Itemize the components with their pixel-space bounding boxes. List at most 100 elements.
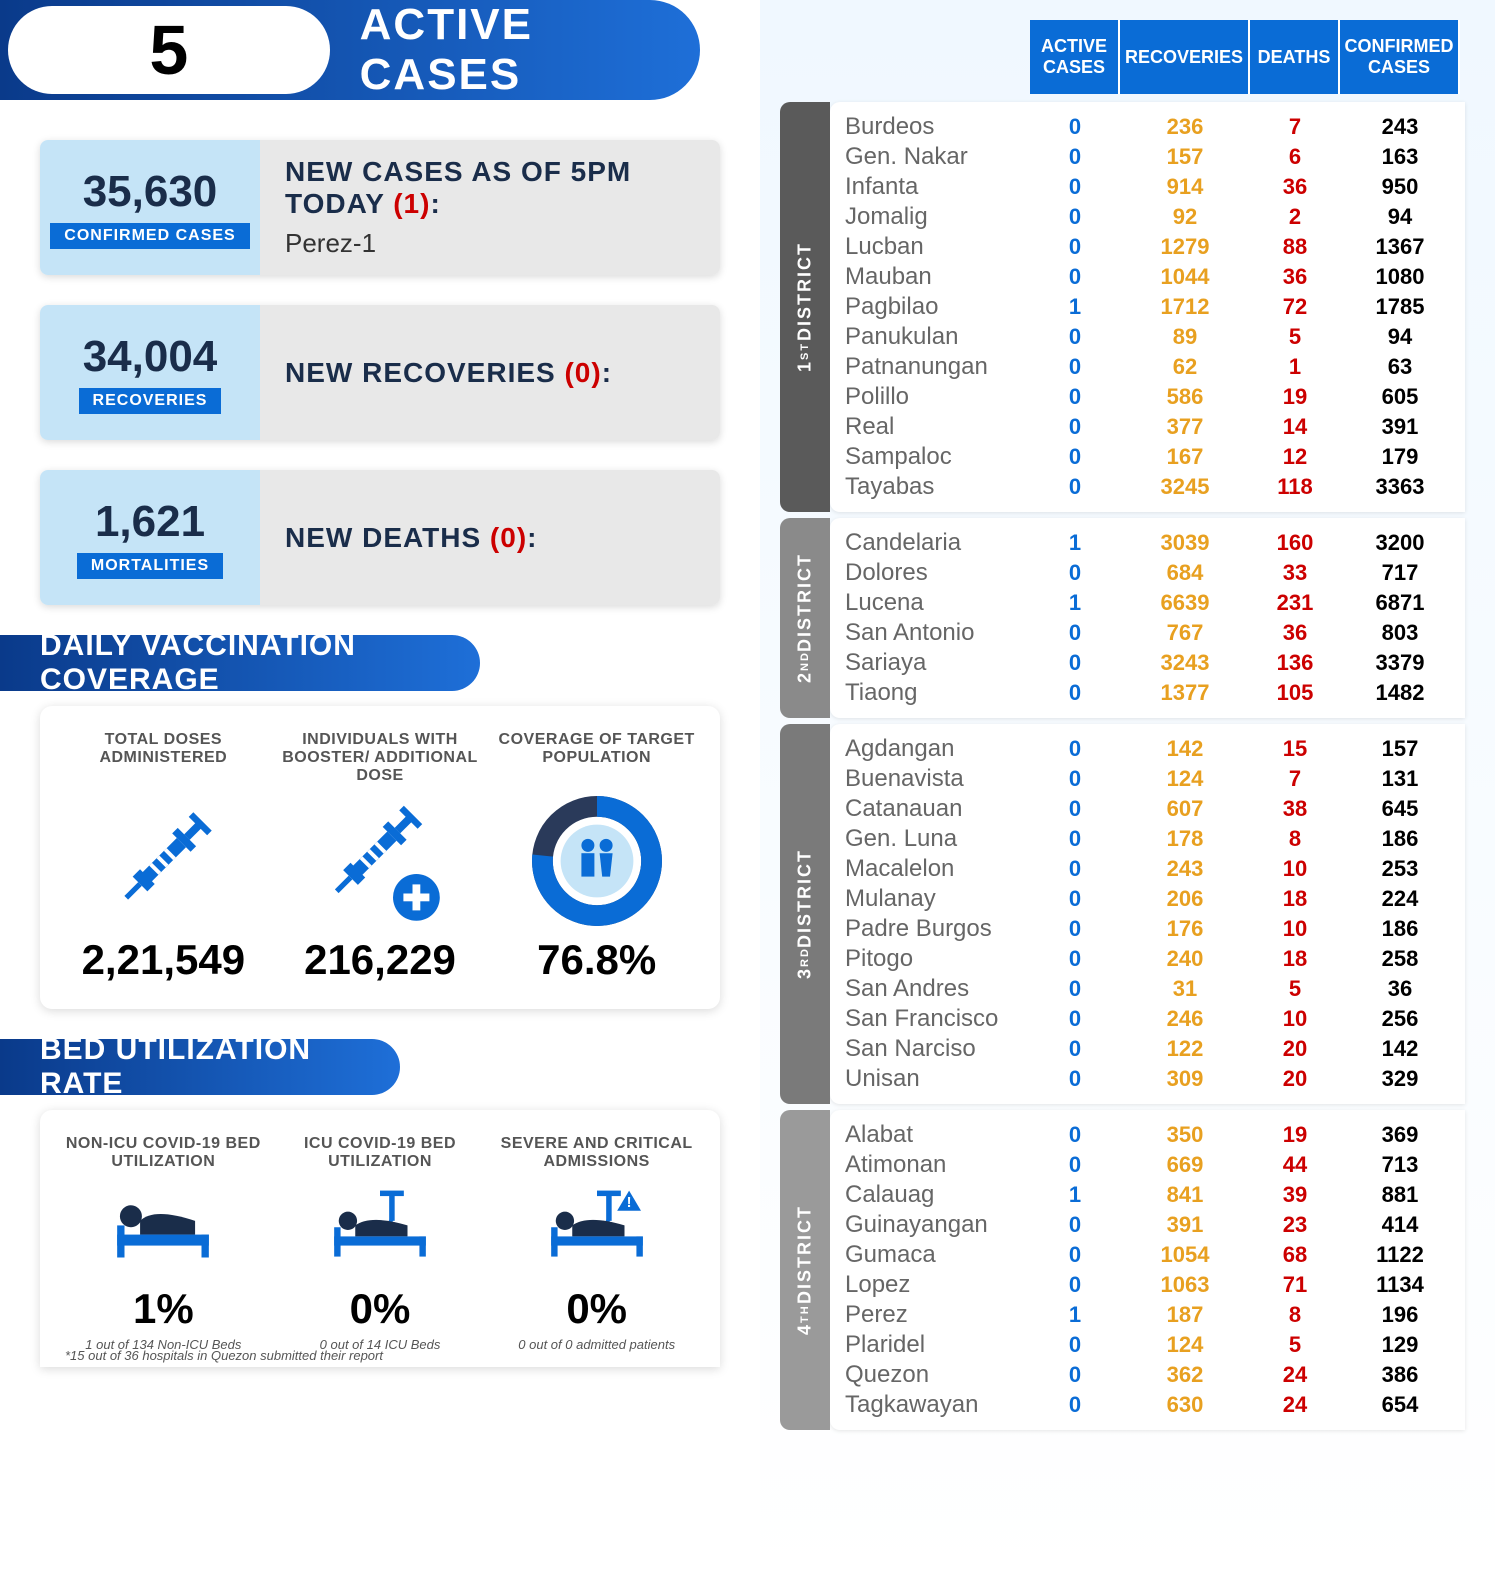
cell-deaths: 19 [1250,1122,1340,1148]
cell-recoveries: 586 [1120,384,1250,410]
cell-confirmed: 1080 [1340,264,1460,290]
cell-recoveries: 142 [1120,736,1250,762]
district-tab: 4TH DISTRICT [780,1110,830,1430]
cell-deaths: 1 [1250,354,1340,380]
cell-recoveries: 3245 [1120,474,1250,500]
cell-name: Mulanay [830,885,1030,913]
cell-confirmed: 224 [1340,886,1460,912]
cell-name: Gumaca [830,1241,1030,1269]
vax-booster: INDIVIDUALS WITH BOOSTER/ ADDITIONAL DOS… [282,731,479,984]
table-row: Gumaca 0 1054 68 1122 [830,1240,1465,1270]
cell-name: San Antonio [830,619,1030,647]
cell-name: Gen. Luna [830,825,1030,853]
cell-recoveries: 167 [1120,444,1250,470]
table-row: Sampaloc 0 167 12 179 [830,442,1465,472]
cell-active: 0 [1030,736,1120,762]
table-row: Dolores 0 684 33 717 [830,558,1465,588]
cell-confirmed: 6871 [1340,590,1460,616]
cell-name: Real [830,413,1030,441]
cell-recoveries: 1054 [1120,1242,1250,1268]
cell-confirmed: 1785 [1340,294,1460,320]
cell-recoveries: 684 [1120,560,1250,586]
cell-active: 0 [1030,1242,1120,1268]
table-row: Gen. Nakar 0 157 6 163 [830,142,1465,172]
vax-section-pill: DAILY VACCINATION COVERAGE [0,635,480,691]
stat-label: CONFIRMED CASES [50,223,249,249]
cell-deaths: 44 [1250,1152,1340,1178]
cell-confirmed: 179 [1340,444,1460,470]
cell-recoveries: 178 [1120,826,1250,852]
cell-name: Mauban [830,263,1030,291]
cell-name: Lucban [830,233,1030,261]
cell-recoveries: 1377 [1120,680,1250,706]
cell-recoveries: 89 [1120,324,1250,350]
district-tab: 1ST DISTRICT [780,102,830,512]
cell-deaths: 160 [1250,530,1340,556]
cell-deaths: 24 [1250,1392,1340,1418]
cell-confirmed: 63 [1340,354,1460,380]
cell-deaths: 20 [1250,1066,1340,1092]
cell-name: Infanta [830,173,1030,201]
cell-active: 0 [1030,1066,1120,1092]
cell-deaths: 38 [1250,796,1340,822]
table-row: San Andres 0 31 5 36 [830,974,1465,1004]
cell-recoveries: 124 [1120,766,1250,792]
table-row: Polillo 0 586 19 605 [830,382,1465,412]
table-row: Sariaya 0 3243 136 3379 [830,648,1465,678]
cell-name: Pitogo [830,945,1030,973]
th-confirmed: CONFIRMED CASES [1340,20,1460,94]
bed-critical-sub: 0 out of 0 admitted patients [518,1337,675,1352]
cell-recoveries: 3039 [1120,530,1250,556]
table-row: Lopez 0 1063 71 1134 [830,1270,1465,1300]
cell-name: Sampaloc [830,443,1030,471]
cell-confirmed: 1134 [1340,1272,1460,1298]
cell-name: San Andres [830,975,1030,1003]
cell-deaths: 14 [1250,414,1340,440]
th-active: ACTIVE CASES [1030,20,1120,94]
cell-deaths: 72 [1250,294,1340,320]
bed-section-title: BED UTILIZATION RATE [40,1033,400,1101]
district-rows: Agdangan 0 142 15 157 Buenavista 0 124 7… [830,724,1465,1104]
bed-nonicu: NON-ICU COVID-19 BED UTILIZATION 1% 1 ou… [65,1135,262,1352]
stat-label: MORTALITIES [77,553,223,579]
stat-right: NEW DEATHS (0): [260,470,720,605]
cell-active: 0 [1030,916,1120,942]
cell-active: 0 [1030,1122,1120,1148]
stat-right: NEW RECOVERIES (0): [260,305,720,440]
cell-recoveries: 630 [1120,1392,1250,1418]
vax-coverage-value: 76.8% [537,936,656,984]
cell-confirmed: 94 [1340,324,1460,350]
cell-active: 0 [1030,680,1120,706]
cell-deaths: 39 [1250,1182,1340,1208]
cell-deaths: 20 [1250,1036,1340,1062]
cell-confirmed: 157 [1340,736,1460,762]
cell-name: Tiaong [830,679,1030,707]
cell-recoveries: 350 [1120,1122,1250,1148]
cell-deaths: 36 [1250,174,1340,200]
cell-deaths: 8 [1250,826,1340,852]
district-block: 4TH DISTRICT Alabat 0 350 19 369 Atimona… [780,1110,1465,1430]
vax-section-title: DAILY VACCINATION COVERAGE [40,629,480,697]
district-rows: Candelaria 1 3039 160 3200 Dolores 0 684… [830,518,1465,718]
table-row: Candelaria 1 3039 160 3200 [830,528,1465,558]
stat-title: NEW RECOVERIES (0): [285,357,695,389]
cell-active: 0 [1030,414,1120,440]
table-row: Lucban 0 1279 88 1367 [830,232,1465,262]
cell-confirmed: 258 [1340,946,1460,972]
cell-active: 0 [1030,354,1120,380]
cell-confirmed: 253 [1340,856,1460,882]
stat-card: 1,621 MORTALITIES NEW DEATHS (0): [40,470,720,605]
cell-active: 0 [1030,204,1120,230]
cell-name: Dolores [830,559,1030,587]
cell-name: Sariaya [830,649,1030,677]
cell-confirmed: 3379 [1340,650,1460,676]
cell-active: 0 [1030,856,1120,882]
cell-active: 0 [1030,650,1120,676]
cell-name: Guinayangan [830,1211,1030,1239]
active-count: 5 [149,10,188,90]
table-row: Unisan 0 309 20 329 [830,1064,1465,1094]
cell-confirmed: 186 [1340,916,1460,942]
cell-name: Unisan [830,1065,1030,1093]
bed-critical-label: SEVERE AND CRITICAL ADMISSIONS [498,1135,695,1175]
cell-name: Perez [830,1301,1030,1329]
